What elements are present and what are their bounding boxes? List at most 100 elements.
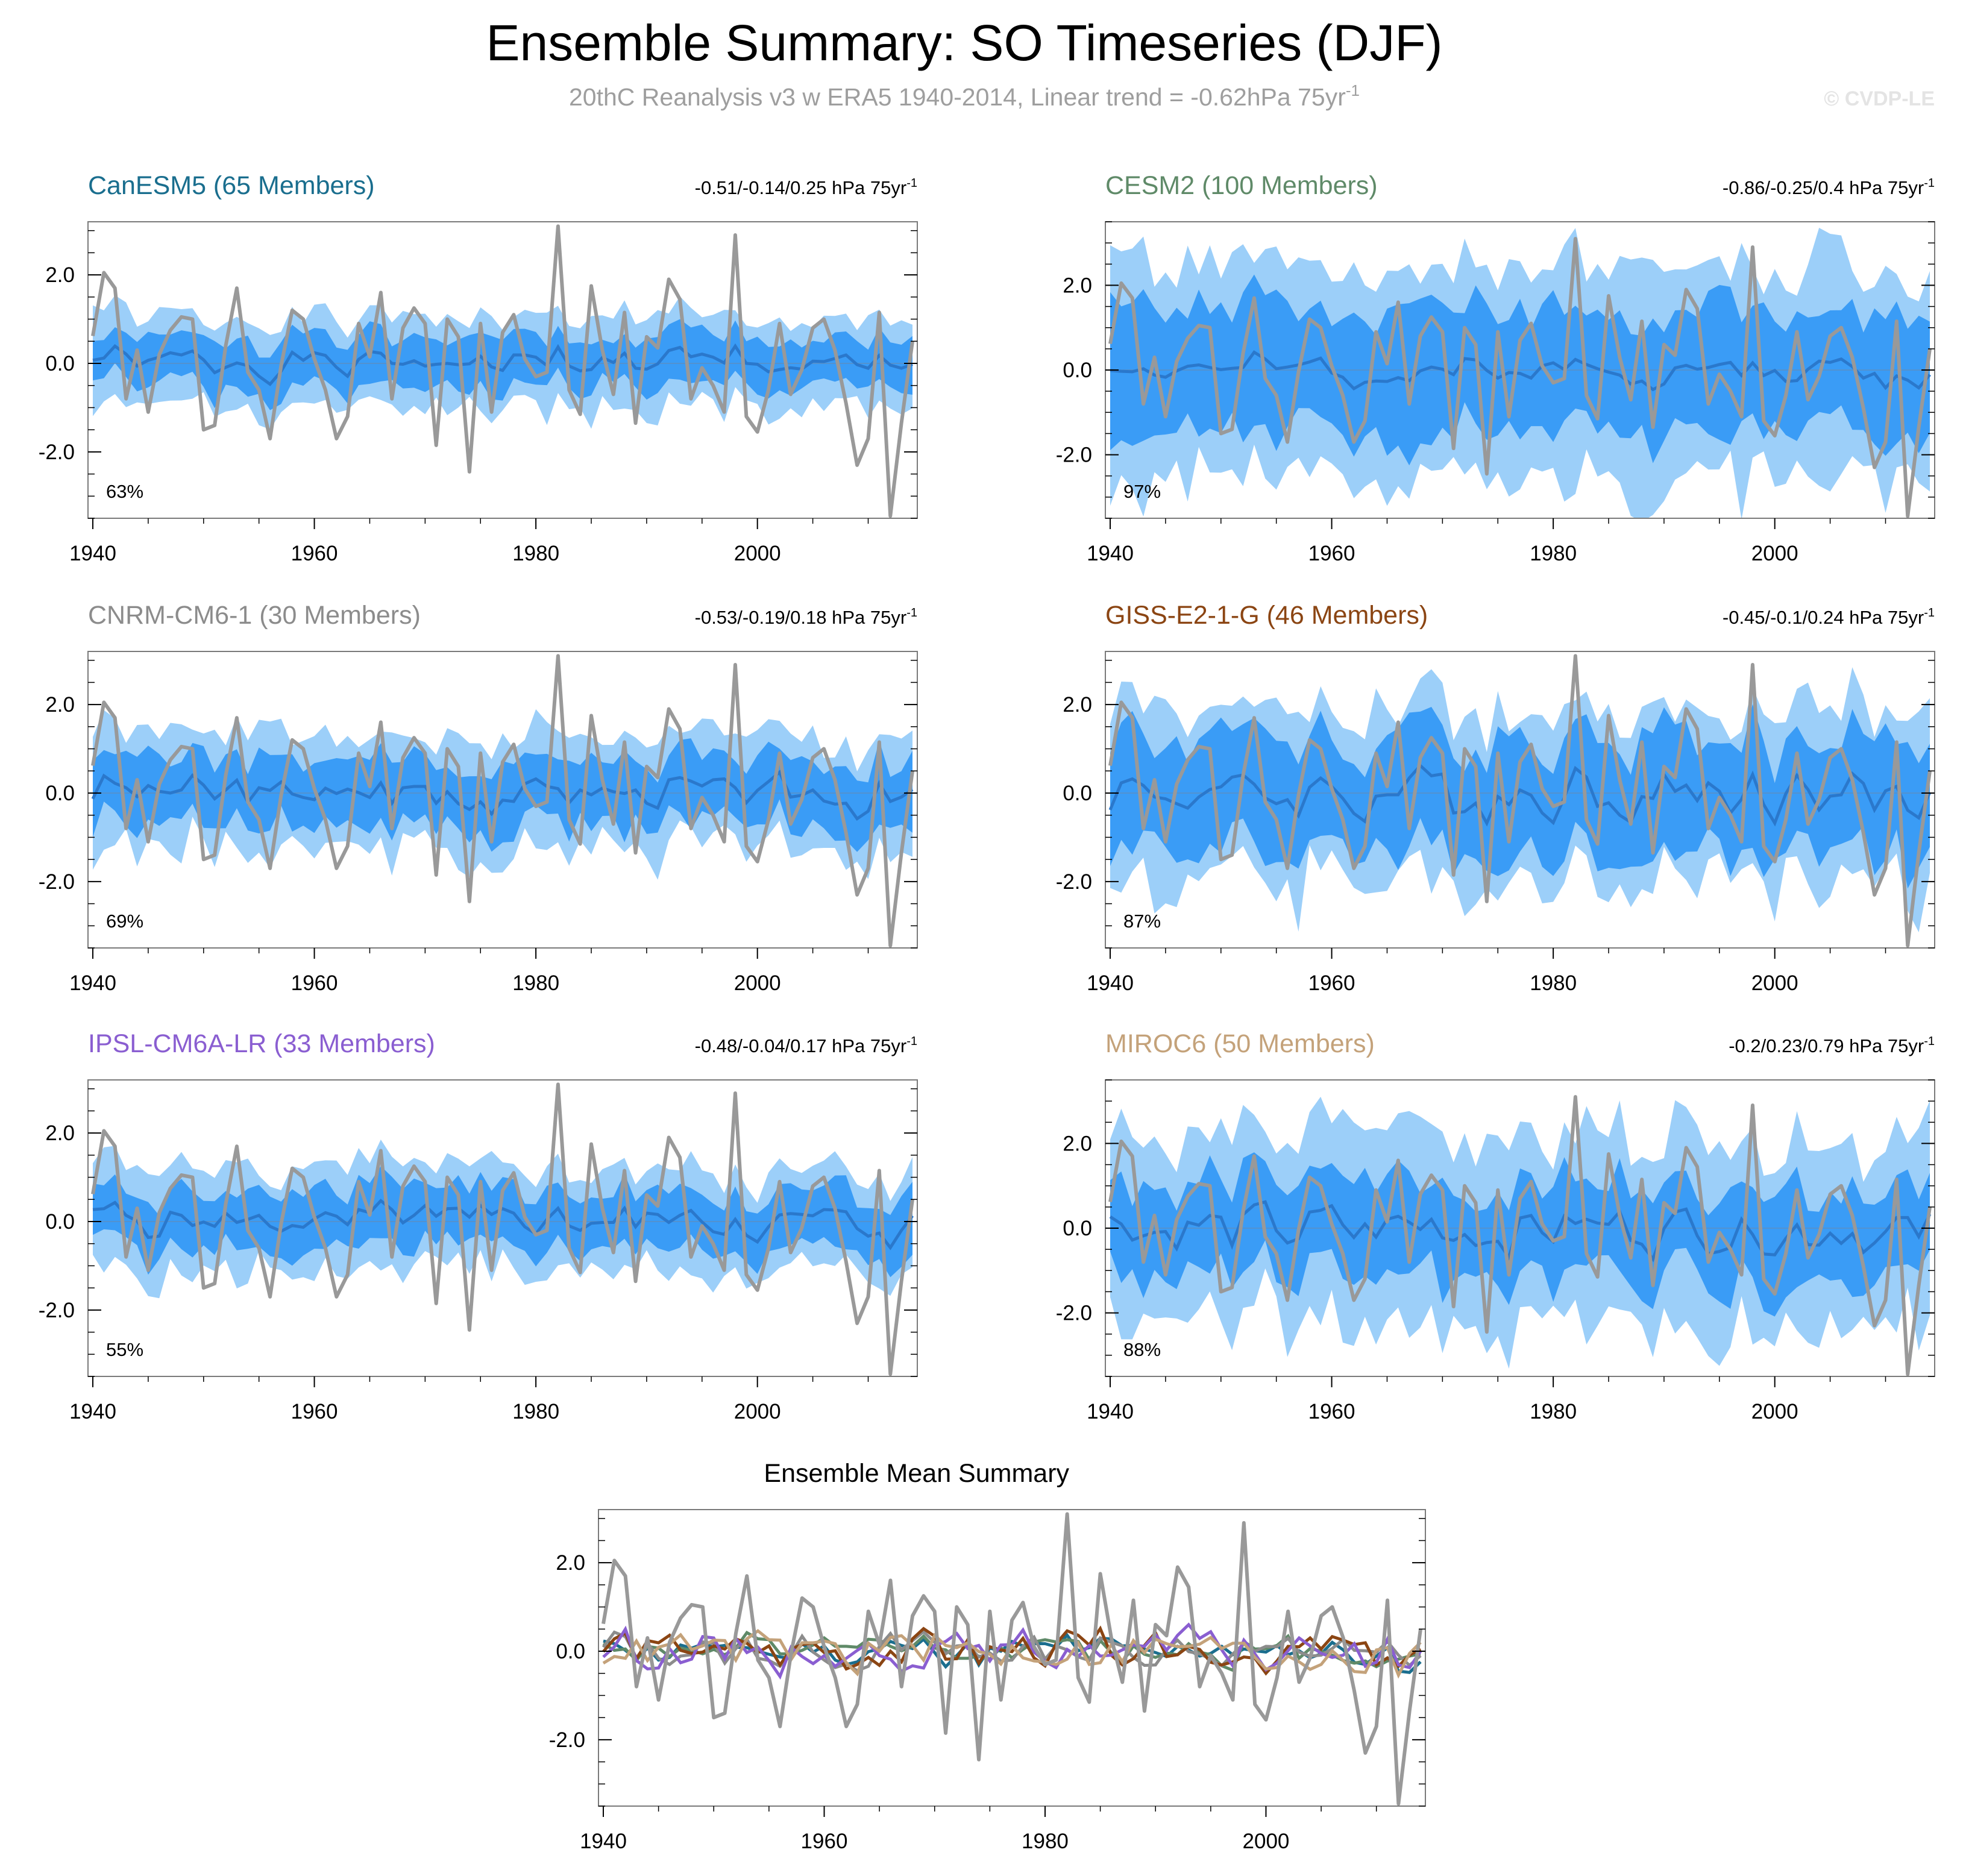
x-tick-label: 1980 — [512, 1400, 559, 1423]
y-tick-label: -2.0 — [1056, 1302, 1092, 1325]
x-tick-label: 2000 — [734, 542, 781, 565]
observation-line — [91, 654, 914, 948]
trend-label: -0.53/-0.19/0.18 hPa 75yr-1 — [695, 606, 917, 628]
x-tick-label: 1940 — [69, 542, 116, 565]
watermark: © CVDP-LE — [1824, 87, 1935, 110]
panel-cnrm-cm6-1-30-members: CNRM-CM6-1 (30 Members) -0.53/-0.19/0.18 … — [39, 601, 918, 995]
x-tick-label: 2000 — [1751, 971, 1798, 995]
percent-label: 88% — [1123, 1339, 1161, 1360]
panel-miroc6-50-members: MIROC6 (50 Members) -0.2/0.23/0.79 hPa 75… — [1056, 1029, 1935, 1423]
y-tick-label: 2.0 — [45, 693, 75, 717]
spread-inner-band — [1110, 704, 1930, 889]
y-tick-label: 2.0 — [556, 1551, 585, 1575]
x-tick-label: 1960 — [801, 1830, 848, 1853]
y-tick-label: 2.0 — [1063, 693, 1092, 717]
y-tick-label: 2.0 — [1063, 1132, 1092, 1155]
y-tick-label: 2.0 — [45, 1122, 75, 1145]
x-tick-label: 2000 — [1243, 1830, 1290, 1853]
plot-area — [88, 224, 917, 518]
x-tick-label: 2000 — [1751, 1400, 1798, 1423]
x-tick-label: 1940 — [580, 1830, 627, 1853]
panel-ensemble-mean-summary: Ensemble Mean Summary -2.0 0.0 2.0 1940 1960 1… — [549, 1459, 1426, 1853]
trend-label-sup: -1 — [906, 177, 917, 190]
panel-canesm5-65-members: CanESM5 (65 Members) -0.51/-0.14/0.25 hPa… — [39, 171, 918, 565]
plot-area — [88, 1082, 917, 1376]
panel-title: CanESM5 (65 Members) — [88, 171, 375, 200]
trend-label-sup: -1 — [906, 606, 917, 620]
panel-title: CESM2 (100 Members) — [1105, 171, 1378, 200]
x-tick-label: 1960 — [291, 542, 338, 565]
panels: CanESM5 (65 Members) -0.51/-0.14/0.25 hPa… — [39, 171, 1935, 1853]
trend-label: -0.51/-0.14/0.25 hPa 75yr-1 — [695, 177, 917, 198]
ensemble-mean-line — [1109, 1200, 1932, 1263]
trend-label-sup: -1 — [906, 1035, 917, 1048]
panel-cesm2-100-members: CESM2 (100 Members) -0.86/-0.25/0.4 hPa 7… — [1056, 171, 1935, 565]
trend-label-text: -0.53/-0.19/0.18 hPa 75yr — [695, 607, 907, 628]
trend-label-text: -0.48/-0.04/0.17 hPa 75yr — [695, 1035, 907, 1056]
percent-label: 69% — [106, 911, 143, 932]
y-tick-label: 2.0 — [1063, 274, 1092, 297]
model-mean-line — [602, 1625, 1422, 1676]
y-tick-label: -2.0 — [39, 870, 75, 894]
percent-label: 63% — [106, 481, 143, 502]
x-tick-label: 1960 — [1308, 1400, 1355, 1423]
spread-inner-band — [93, 319, 912, 410]
y-tick-label: -2.0 — [1056, 444, 1092, 467]
plot-area — [88, 654, 917, 948]
x-tick-label: 1980 — [1530, 1400, 1577, 1423]
panel-title: CNRM-CM6-1 (30 Members) — [88, 601, 421, 630]
x-tick-label: 1940 — [1087, 542, 1134, 565]
trend-label: -0.86/-0.25/0.4 hPa 75yr-1 — [1723, 177, 1935, 198]
ensemble-mean-line — [1110, 350, 1931, 392]
x-tick-label: 1980 — [1022, 1830, 1069, 1853]
plot-area — [1105, 227, 1935, 518]
y-tick-label: 0.0 — [1063, 359, 1092, 382]
page-subtitle: 20thC Reanalysis v3 w ERA5 1940-2014, Li… — [569, 81, 1360, 111]
plot-frame — [87, 221, 918, 519]
percent-label: 97% — [1123, 481, 1161, 502]
plot-frame — [87, 651, 918, 949]
trend-label: -0.45/-0.1/0.24 hPa 75yr-1 — [1723, 606, 1935, 628]
x-tick-label: 1980 — [1530, 542, 1577, 565]
panel-ipsl-cm6a-lr-33-members: IPSL-CM6A-LR (33 Members) -0.48/-0.04/0.1… — [39, 1029, 918, 1423]
x-tick-label: 1940 — [69, 1400, 116, 1423]
page-subtitle-sup: -1 — [1346, 81, 1360, 99]
observation-line — [601, 1512, 1422, 1806]
trend-label-sup: -1 — [1924, 606, 1935, 620]
trend-label-text: -0.45/-0.1/0.24 hPa 75yr — [1723, 607, 1924, 628]
spread-inner-band — [93, 738, 912, 852]
y-tick-label: 0.0 — [45, 352, 75, 375]
y-tick-label: -2.0 — [549, 1728, 585, 1752]
y-tick-label: -2.0 — [1056, 870, 1092, 894]
ensemble-mean-line — [92, 343, 913, 386]
model-mean-line — [602, 1629, 1422, 1679]
panel-title: Ensemble Mean Summary — [764, 1459, 1069, 1488]
trend-label: -0.48/-0.04/0.17 hPa 75yr-1 — [695, 1035, 917, 1056]
page-subtitle-text: 20thC Reanalysis v3 w ERA5 1940-2014, Li… — [569, 83, 1346, 111]
plot-area — [1105, 654, 1935, 948]
panel-title: GISS-E2-1-G (46 Members) — [1105, 601, 1428, 630]
page-title: Ensemble Summary: SO Timeseries (DJF) — [486, 14, 1443, 71]
x-tick-label: 2000 — [1751, 542, 1798, 565]
y-tick-label: 0.0 — [556, 1640, 585, 1663]
plot-frame — [598, 1509, 1426, 1807]
y-tick-label: 0.0 — [1063, 782, 1092, 805]
plot-area — [601, 1512, 1422, 1806]
x-tick-label: 2000 — [734, 1400, 781, 1423]
y-tick-label: -2.0 — [39, 441, 75, 464]
x-tick-label: 1940 — [69, 971, 116, 995]
percent-label: 87% — [1123, 911, 1161, 932]
y-tick-label: 0.0 — [45, 782, 75, 805]
trend-label-text: -0.2/0.23/0.79 hPa 75yr — [1729, 1035, 1924, 1056]
panel-title: IPSL-CM6A-LR (33 Members) — [88, 1029, 435, 1058]
y-tick-label: -2.0 — [39, 1299, 75, 1322]
panel-giss-e2-1-g-46-members: GISS-E2-1-G (46 Members) -0.45/-0.1/0.24 … — [1056, 601, 1935, 995]
ensemble-mean-line — [92, 1199, 914, 1250]
x-tick-label: 1980 — [512, 971, 559, 995]
trend-label: -0.2/0.23/0.79 hPa 75yr-1 — [1729, 1035, 1935, 1056]
x-tick-label: 1980 — [1530, 971, 1577, 995]
y-tick-label: 0.0 — [45, 1210, 75, 1234]
observation-line — [91, 224, 914, 518]
y-tick-label: 2.0 — [45, 263, 75, 287]
